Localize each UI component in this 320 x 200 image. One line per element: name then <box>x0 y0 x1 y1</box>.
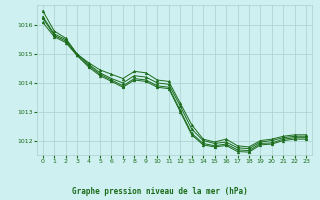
Text: Graphe pression niveau de la mer (hPa): Graphe pression niveau de la mer (hPa) <box>72 187 248 196</box>
